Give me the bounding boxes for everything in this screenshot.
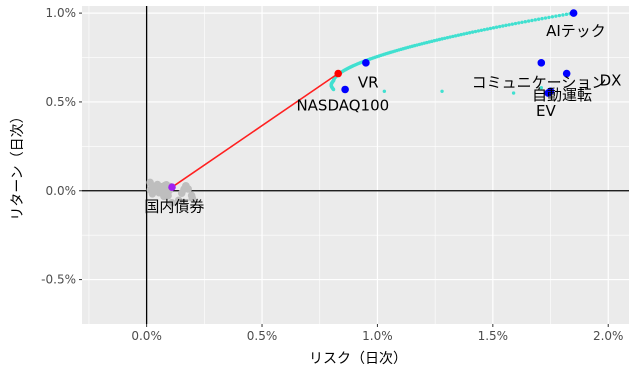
background-point	[146, 185, 155, 194]
frontier-point	[451, 34, 455, 39]
y-tick-label: 0.0%	[46, 184, 77, 198]
frontier-point	[491, 26, 496, 30]
point-label: 国内債券	[144, 198, 204, 216]
frontier-point	[488, 26, 493, 31]
background-point	[174, 196, 183, 205]
frontier-point	[501, 24, 505, 28]
frontier-point	[557, 13, 562, 18]
point-label: EV	[536, 102, 556, 120]
labeled-point	[362, 59, 370, 67]
frontier-point	[440, 37, 444, 41]
frontier-point	[485, 27, 490, 31]
frontier-point	[504, 23, 508, 28]
frontier-point	[459, 32, 463, 37]
frontier-point	[470, 30, 475, 34]
frontier-point	[520, 20, 524, 25]
labeled-point	[537, 59, 546, 67]
frontier-point	[435, 38, 439, 42]
frontier-point	[443, 36, 447, 40]
frontier-point	[517, 21, 521, 25]
capital-market-line	[171, 72, 339, 188]
frontier-point	[453, 34, 458, 38]
frontier-point	[561, 13, 565, 17]
frontier-point	[382, 89, 387, 93]
x-tick-label: 1.5%	[478, 329, 509, 343]
labeled-point	[544, 89, 553, 97]
frontier-point	[533, 18, 538, 22]
frontier-point	[526, 19, 531, 23]
frontier-point	[513, 21, 518, 26]
frontier-point	[462, 32, 466, 36]
x-tick-label: 2.0%	[593, 329, 624, 343]
frontier-point	[440, 89, 444, 93]
x-tick-label: 1.0%	[362, 329, 393, 343]
point-label: AIテック	[546, 22, 606, 40]
frontier-point	[554, 14, 558, 18]
x-tick-label: 0.5%	[247, 329, 278, 343]
frontier-point	[448, 35, 452, 39]
y-tick-label: 1.0%	[46, 6, 77, 20]
frontier-point	[467, 31, 472, 35]
y-tick-label: 0.5%	[46, 95, 77, 109]
point-label: 自動運転	[532, 86, 592, 104]
frontier-point	[437, 37, 442, 42]
frontier-point	[432, 39, 437, 43]
frontier-point	[507, 23, 511, 27]
y-axis-title: リターン（日次）	[10, 109, 26, 220]
background-point	[155, 188, 163, 197]
background-point	[184, 185, 192, 193]
frontier-point	[511, 91, 516, 95]
y-tick-label: -0.5%	[41, 273, 76, 287]
frontier-point	[465, 31, 469, 36]
frontier-point	[543, 16, 548, 20]
labeled-point	[569, 9, 578, 17]
grid-layer	[82, 6, 629, 324]
frontier-point	[523, 19, 528, 24]
frontier-point	[479, 28, 484, 32]
frontier-point	[510, 22, 515, 26]
point-label: NASDAQ100	[296, 96, 389, 114]
x-axis-title: リスク（日次）	[309, 351, 407, 367]
tick-labels: 0.0% 0.5% 1.0% 1.5% 2.0% -0.5% 0.0% 0.5% 1.0%	[41, 6, 623, 343]
frontier-point	[494, 25, 499, 29]
plot-panel	[82, 6, 629, 324]
frontier-point	[550, 15, 555, 19]
labeled-point	[562, 69, 571, 78]
labeled-point	[341, 85, 349, 94]
frontier-point	[530, 18, 534, 23]
frontier-point	[536, 17, 541, 21]
frontier-point	[482, 27, 487, 32]
frontier-point	[456, 33, 461, 37]
tangency-point	[334, 69, 342, 78]
background-point	[167, 199, 176, 207]
frontier-point	[539, 86, 543, 90]
frontier-point	[564, 12, 569, 17]
capital-market-line-segment	[171, 72, 339, 188]
background-point	[188, 194, 197, 203]
frontier-point	[547, 15, 551, 20]
frontier-point	[497, 24, 502, 29]
frontier-point	[445, 35, 450, 40]
x-tick-label: 0.0%	[131, 329, 162, 343]
risk-free-point	[168, 183, 176, 192]
frontier-point	[476, 29, 481, 33]
point-label: コミュニケーション	[472, 73, 607, 91]
point-label: DX	[600, 72, 622, 90]
background-points	[146, 178, 197, 207]
point-label: VR	[358, 73, 379, 91]
frontier-point	[540, 16, 544, 21]
labeled-points	[168, 9, 578, 192]
frontier-point	[473, 29, 478, 34]
frontier-point	[430, 39, 434, 44]
